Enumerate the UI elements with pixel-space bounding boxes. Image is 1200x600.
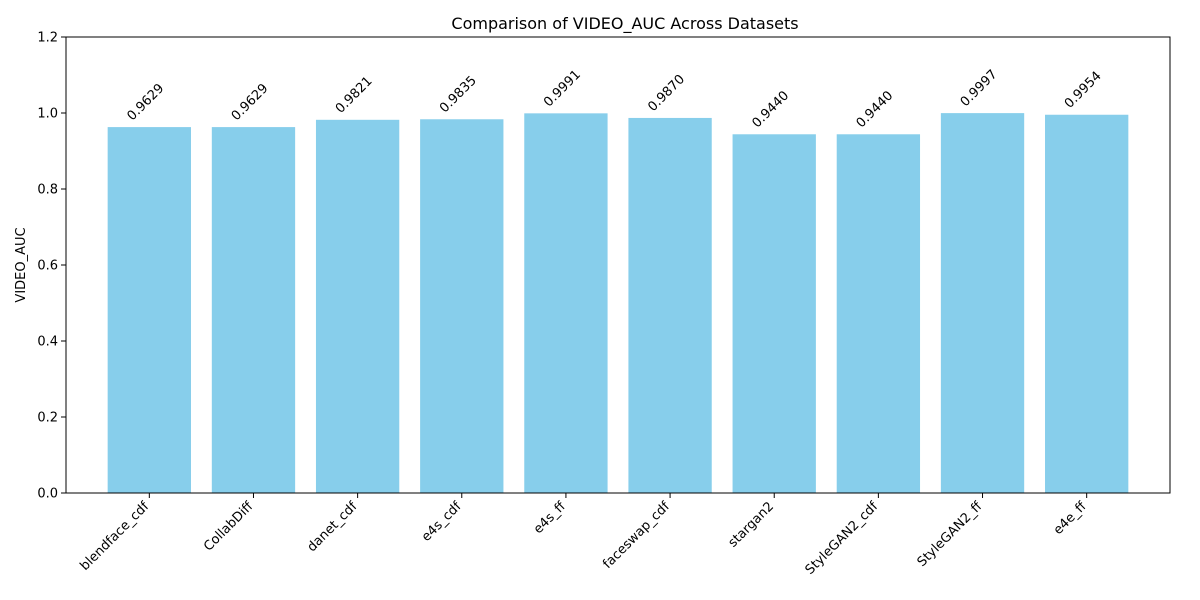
bar-8 <box>940 113 1025 493</box>
x-tick-label-2: danet_cdf <box>305 499 361 555</box>
data-label-4: 0.9991 <box>541 67 584 110</box>
data-label-7: 0.9440 <box>854 88 897 131</box>
data-label-8: 0.9997 <box>958 67 1001 110</box>
data-label-0: 0.9629 <box>125 81 168 124</box>
x-tick-label-4: e4s_ff <box>531 498 570 537</box>
bar-7 <box>836 134 921 493</box>
bar-9 <box>1045 114 1129 494</box>
bars-layer <box>107 113 1129 494</box>
chart-title: Comparison of VIDEO_AUC Across Datasets <box>451 14 798 34</box>
y-tick-label-2: 0.4 <box>37 335 58 350</box>
bar-2 <box>315 119 400 493</box>
x-tick-label-5: faceswap_cdf <box>600 499 673 572</box>
data-label-5: 0.9870 <box>645 72 688 115</box>
data-label-1: 0.9629 <box>229 81 272 124</box>
bar-6 <box>732 134 816 493</box>
bar-5 <box>628 117 712 493</box>
y-tick-label-0: 0.0 <box>37 487 58 502</box>
y-tick-label-5: 1.0 <box>37 107 58 122</box>
plot-frame <box>65 36 1171 494</box>
data-label-9: 0.9954 <box>1062 69 1105 112</box>
x-tick-label-3: e4s_cdf <box>419 499 465 545</box>
x-tick-label-0: blendface_cdf <box>78 499 153 574</box>
y-tick-label-3: 0.6 <box>37 259 58 274</box>
y-tick-label-6: 1.2 <box>37 31 58 46</box>
y-tick-label-4: 0.8 <box>37 183 58 198</box>
bar-3 <box>420 119 504 494</box>
x-tick-label-6: stargan2 <box>726 499 777 550</box>
bar-1 <box>211 127 296 494</box>
x-tick-label-1: CollabDiff <box>201 498 257 554</box>
data-label-2: 0.9821 <box>333 74 376 117</box>
bar-0 <box>107 127 191 494</box>
x-tick-label-9: e4e_ff <box>1051 498 1090 537</box>
x-tick-label-7: StyleGAN2_cdf <box>803 499 882 578</box>
y-axis-label: VIDEO_AUC <box>14 227 29 302</box>
x-tick-label-8: StyleGAN2_ff <box>915 498 986 569</box>
y-tick-label-1: 0.2 <box>37 411 58 426</box>
bar-4 <box>524 113 608 493</box>
data-label-6: 0.9440 <box>749 88 792 131</box>
data-label-3: 0.9835 <box>437 73 480 116</box>
